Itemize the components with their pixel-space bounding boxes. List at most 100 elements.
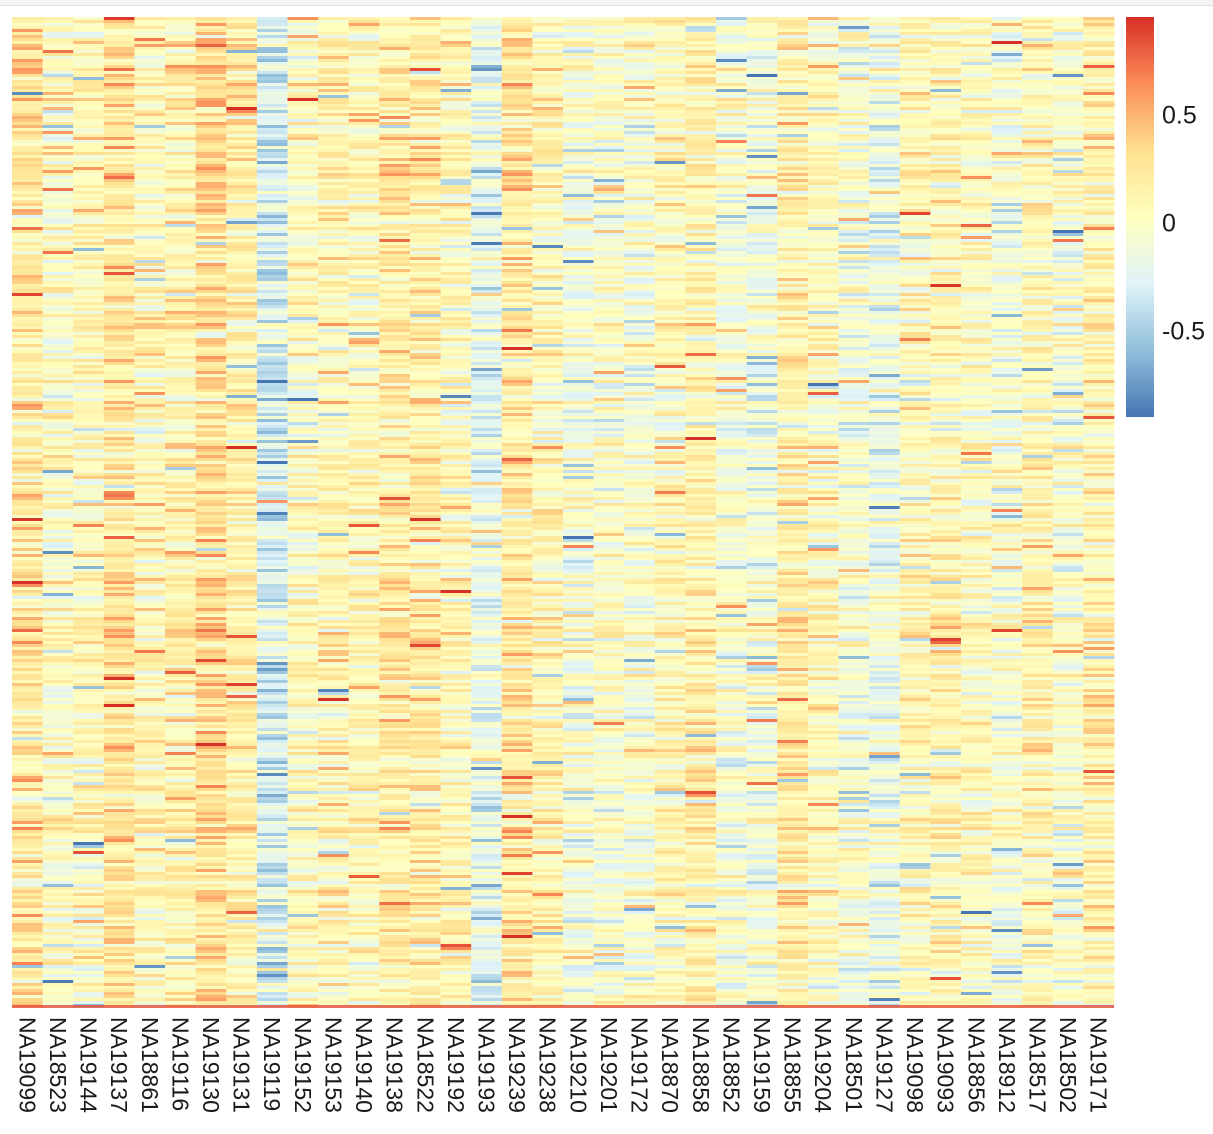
heatmap-cell xyxy=(348,470,380,474)
heatmap-cell xyxy=(256,605,288,609)
heatmap-cell xyxy=(256,314,288,318)
heatmap-cell xyxy=(287,980,319,984)
heatmap-cell xyxy=(165,134,197,138)
heatmap-cell xyxy=(440,509,472,513)
heatmap-cell xyxy=(440,611,472,615)
heatmap-cell xyxy=(287,77,319,81)
heatmap-cell xyxy=(12,269,44,273)
heatmap-cell xyxy=(195,986,227,990)
heatmap-cell xyxy=(471,65,503,69)
heatmap-cell xyxy=(195,179,227,183)
heatmap-cell xyxy=(256,398,288,402)
heatmap-cell xyxy=(318,935,350,939)
heatmap-cell xyxy=(42,110,74,114)
heatmap-cell xyxy=(195,509,227,513)
heatmap-cell xyxy=(318,317,350,321)
heatmap-cell xyxy=(195,500,227,504)
heatmap-cell xyxy=(103,632,135,636)
heatmap-cell xyxy=(226,281,258,285)
heatmap-cell xyxy=(195,638,227,642)
heatmap-cell xyxy=(42,17,74,21)
heatmap-cell xyxy=(440,635,472,639)
heatmap-cell xyxy=(42,572,74,576)
heatmap-cell xyxy=(12,1001,44,1005)
heatmap-cell xyxy=(12,884,44,888)
heatmap-cell xyxy=(379,974,411,978)
heatmap-cell xyxy=(73,428,105,432)
heatmap-cell xyxy=(256,785,288,789)
heatmap-cell xyxy=(103,395,135,399)
heatmap-cell xyxy=(471,38,503,42)
heatmap-cell xyxy=(409,755,441,759)
heatmap-cell xyxy=(12,707,44,711)
heatmap-cell xyxy=(73,422,105,426)
heatmap-cell xyxy=(226,200,258,204)
heatmap-cell xyxy=(134,731,166,735)
heatmap-cell xyxy=(318,761,350,765)
heatmap-cell xyxy=(440,185,472,189)
heatmap-cell xyxy=(73,269,105,273)
heatmap-cell xyxy=(256,485,288,489)
heatmap-cell xyxy=(73,182,105,186)
heatmap-cell xyxy=(195,905,227,909)
heatmap-cell xyxy=(256,65,288,69)
heatmap-cell xyxy=(103,860,135,864)
heatmap-cell xyxy=(103,689,135,693)
heatmap-cell xyxy=(379,944,411,948)
heatmap-cell xyxy=(42,734,74,738)
heatmap-cell xyxy=(256,248,288,252)
heatmap-cell xyxy=(287,458,319,462)
heatmap-cell xyxy=(73,398,105,402)
heatmap-cell xyxy=(165,437,197,441)
heatmap-cell xyxy=(103,80,135,84)
heatmap-cell xyxy=(409,278,441,282)
heatmap-cell xyxy=(287,938,319,942)
heatmap-cell xyxy=(379,635,411,639)
heatmap-cell xyxy=(134,287,166,291)
heatmap-cell xyxy=(73,419,105,423)
heatmap-cell xyxy=(165,578,197,582)
heatmap-cell xyxy=(195,341,227,345)
heatmap-cell xyxy=(42,905,74,909)
heatmap-cell xyxy=(348,443,380,447)
heatmap-cell xyxy=(42,413,74,417)
heatmap-cell xyxy=(348,77,380,81)
heatmap-cell xyxy=(226,338,258,342)
heatmap-cell xyxy=(42,62,74,66)
heatmap-cell xyxy=(348,65,380,69)
heatmap-cell xyxy=(318,635,350,639)
heatmap-cell xyxy=(226,368,258,372)
heatmap-cell xyxy=(440,194,472,198)
heatmap-cell xyxy=(440,902,472,906)
heatmap-cell xyxy=(165,956,197,960)
heatmap-cell xyxy=(440,230,472,234)
heatmap-cell xyxy=(12,599,44,603)
heatmap-cell xyxy=(42,938,74,942)
heatmap-cell xyxy=(440,68,472,72)
heatmap-cell xyxy=(73,443,105,447)
heatmap-cell xyxy=(379,962,411,966)
heatmap-cell xyxy=(103,446,135,450)
heatmap-cell xyxy=(195,998,227,1002)
heatmap-cell xyxy=(379,488,411,492)
heatmap-cell xyxy=(103,728,135,732)
heatmap-cell xyxy=(409,308,441,312)
heatmap-cell xyxy=(256,560,288,564)
heatmap-cell xyxy=(42,866,74,870)
heatmap-cell xyxy=(287,329,319,333)
heatmap-cell xyxy=(226,605,258,609)
heatmap-cell xyxy=(379,329,411,333)
heatmap-cell xyxy=(318,779,350,783)
heatmap-cell xyxy=(379,557,411,561)
heatmap-cell xyxy=(379,884,411,888)
heatmap-cell xyxy=(409,770,441,774)
heatmap-cell xyxy=(287,20,319,24)
heatmap-cell xyxy=(409,740,441,744)
heatmap-cell xyxy=(379,428,411,432)
heatmap-cell xyxy=(379,899,411,903)
heatmap-cell xyxy=(103,971,135,975)
heatmap-cell xyxy=(471,23,503,27)
heatmap-cell xyxy=(348,521,380,525)
heatmap-cell xyxy=(134,740,166,744)
heatmap-cell xyxy=(103,62,135,66)
